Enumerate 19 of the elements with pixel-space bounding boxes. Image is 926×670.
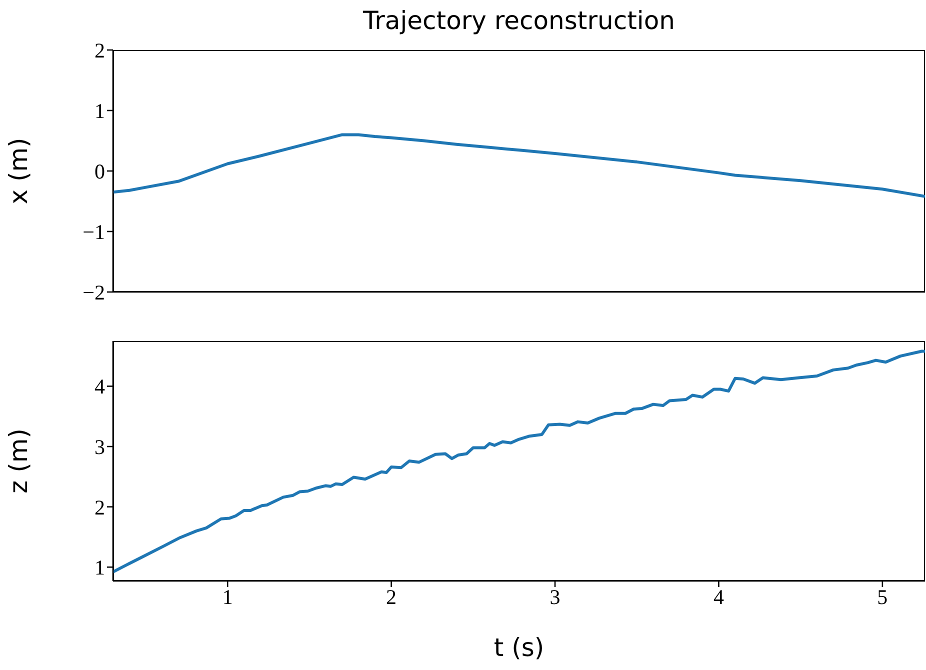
chart-title: Trajectory reconstruction: [362, 6, 676, 35]
y-tick-label: 2: [94, 495, 105, 520]
y-tick-label: 0: [94, 159, 105, 184]
x-tick-label: 3: [550, 584, 560, 609]
y-tick-label: 3: [94, 434, 105, 459]
y-tick-label: −2: [82, 280, 105, 304]
y-tick-label: −1: [82, 220, 105, 244]
x-tick-label: 1: [222, 584, 233, 609]
x-axis-title: t (s): [494, 633, 544, 662]
y-tick-label: 2: [94, 38, 105, 62]
y-axis-title: x (m): [4, 138, 33, 204]
y-tick-label: 1: [94, 556, 105, 580]
x-tick-label: 4: [713, 584, 724, 609]
x-tick-label: 2: [386, 584, 397, 609]
line-series: [113, 133, 925, 198]
y-axis-title: z (m): [4, 428, 33, 494]
y-tick-label: 4: [94, 374, 106, 399]
x-tick-label: 5: [877, 584, 888, 609]
y-tick-label: 1: [94, 98, 105, 123]
